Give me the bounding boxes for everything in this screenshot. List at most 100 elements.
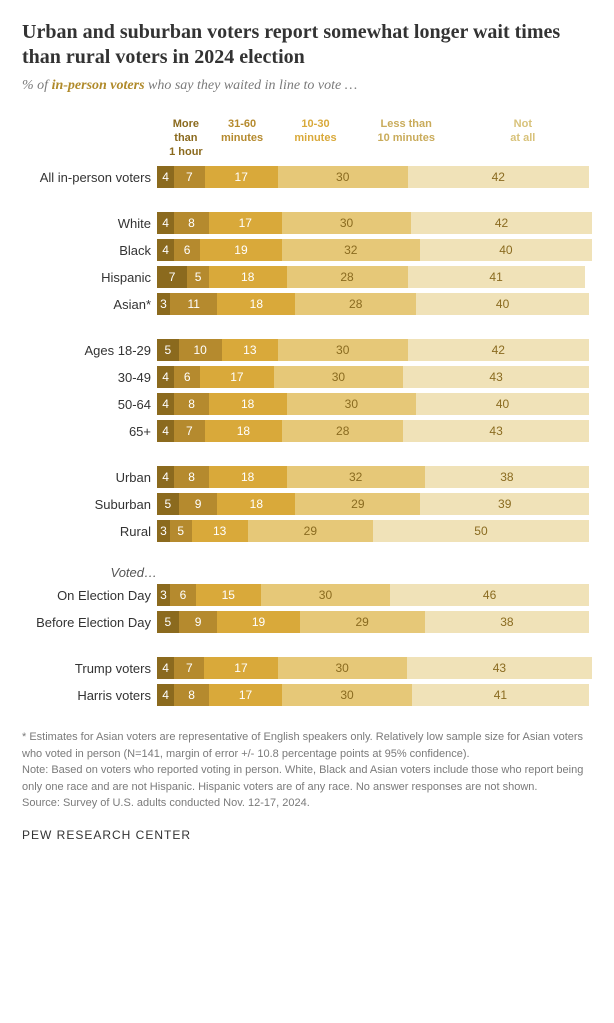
bar-segment: 8 bbox=[174, 684, 209, 706]
stacked-bar: 59192938 bbox=[157, 611, 592, 633]
group-header: Voted… bbox=[22, 565, 157, 580]
bar-segment: 6 bbox=[170, 584, 196, 606]
bar-segment: 41 bbox=[408, 266, 585, 288]
bar-segment: 18 bbox=[217, 293, 295, 315]
bar-segment: 9 bbox=[179, 611, 218, 633]
bar-segment: 5 bbox=[157, 493, 179, 515]
chart-row: Suburban59182939 bbox=[22, 492, 592, 516]
chart-row: Hispanic75182841 bbox=[22, 265, 592, 289]
subtitle-suffix: who say they waited in line to vote … bbox=[145, 78, 358, 93]
bar-segment: 5 bbox=[157, 339, 179, 361]
bar-segment: 7 bbox=[157, 266, 187, 288]
bar-segment: 6 bbox=[174, 239, 200, 261]
stacked-bar: 46173043 bbox=[157, 366, 592, 388]
chart-group: Voted…On Election Day36153046Before Elec… bbox=[22, 565, 592, 634]
bar-segment: 4 bbox=[157, 166, 174, 188]
bar-segment: 17 bbox=[204, 657, 277, 679]
row-label: 30-49 bbox=[22, 370, 157, 385]
row-label: Trump voters bbox=[22, 661, 157, 676]
stacked-bar: 75182841 bbox=[157, 266, 592, 288]
bar-segment: 17 bbox=[209, 684, 282, 706]
legend-item: 31-60 minutes bbox=[212, 118, 272, 159]
bar-segment: 4 bbox=[157, 212, 174, 234]
row-label: All in-person voters bbox=[22, 170, 157, 185]
bar-segment: 29 bbox=[300, 611, 425, 633]
bar-segment: 17 bbox=[205, 166, 278, 188]
row-label: 65+ bbox=[22, 424, 157, 439]
bar-segment: 43 bbox=[403, 420, 589, 442]
bar-segment: 28 bbox=[287, 266, 408, 288]
bar-segment: 41 bbox=[412, 684, 589, 706]
stacked-bar: 48183238 bbox=[157, 466, 592, 488]
bar-segment: 8 bbox=[174, 212, 208, 234]
legend-item: Not at all bbox=[454, 118, 592, 159]
chart-row: On Election Day36153046 bbox=[22, 583, 592, 607]
stacked-bar: 47173043 bbox=[157, 657, 592, 679]
bar-segment: 3 bbox=[157, 293, 170, 315]
chart-row: 65+47182843 bbox=[22, 419, 592, 443]
chart-group: All in-person voters47173042 bbox=[22, 165, 592, 189]
chart-row: Trump voters47173043 bbox=[22, 656, 592, 680]
bar-segment: 30 bbox=[274, 366, 404, 388]
row-label: Ages 18-29 bbox=[22, 343, 157, 358]
bar-segment: 13 bbox=[192, 520, 248, 542]
chart-row: 30-4946173043 bbox=[22, 365, 592, 389]
bar-segment: 4 bbox=[157, 366, 174, 388]
bar-segment: 42 bbox=[408, 166, 589, 188]
stacked-bar: 36153046 bbox=[157, 584, 592, 606]
chart-group: Trump voters47173043Harris voters4817304… bbox=[22, 656, 592, 707]
bar-segment: 30 bbox=[278, 166, 408, 188]
bar-segment: 17 bbox=[200, 366, 273, 388]
footnote-asterisk: * Estimates for Asian voters are represe… bbox=[22, 729, 592, 762]
row-label: Hispanic bbox=[22, 270, 157, 285]
bar-segment: 13 bbox=[222, 339, 278, 361]
bar-segment: 18 bbox=[209, 466, 287, 488]
bar-segment: 30 bbox=[278, 339, 408, 361]
legend-item: More than 1 hour bbox=[160, 118, 212, 159]
bar-segment: 40 bbox=[416, 393, 589, 415]
row-label: Black bbox=[22, 243, 157, 258]
bar-segment: 10 bbox=[179, 339, 222, 361]
bar-segment: 29 bbox=[295, 493, 420, 515]
bar-segment: 30 bbox=[282, 212, 411, 234]
bar-segment: 11 bbox=[170, 293, 218, 315]
legend: More than 1 hour31-60 minutes10-30 minut… bbox=[160, 118, 592, 159]
bar-segment: 7 bbox=[174, 166, 204, 188]
bar-segment: 17 bbox=[209, 212, 282, 234]
bar-segment: 40 bbox=[416, 293, 589, 315]
stacked-bar: 59182939 bbox=[157, 493, 592, 515]
bar-segment: 4 bbox=[157, 684, 174, 706]
bar-segment: 9 bbox=[179, 493, 218, 515]
bar-segment: 42 bbox=[408, 339, 589, 361]
row-label: Rural bbox=[22, 524, 157, 539]
stacked-bar: 311182840 bbox=[157, 293, 592, 315]
chart-row: 50-6448183040 bbox=[22, 392, 592, 416]
stacked-bar-chart: All in-person voters47173042White4817304… bbox=[22, 165, 592, 707]
chart-row: Rural35132950 bbox=[22, 519, 592, 543]
bar-segment: 7 bbox=[174, 657, 204, 679]
attribution: PEW RESEARCH CENTER bbox=[22, 828, 592, 842]
row-label: Urban bbox=[22, 470, 157, 485]
bar-segment: 19 bbox=[217, 611, 299, 633]
chart-row: Before Election Day59192938 bbox=[22, 610, 592, 634]
bar-segment: 8 bbox=[174, 466, 209, 488]
bar-segment: 18 bbox=[217, 493, 295, 515]
bar-segment: 6 bbox=[174, 366, 200, 388]
legend-item: Less than 10 minutes bbox=[359, 118, 454, 159]
footnote-note: Note: Based on voters who reported votin… bbox=[22, 762, 592, 795]
chart-group: Ages 18-2951013304230-494617304350-64481… bbox=[22, 338, 592, 443]
bar-segment: 39 bbox=[420, 493, 588, 515]
bar-segment: 43 bbox=[403, 366, 589, 388]
bar-segment: 30 bbox=[261, 584, 391, 606]
bar-segment: 40 bbox=[420, 239, 592, 261]
bar-segment: 5 bbox=[157, 611, 179, 633]
bar-segment: 5 bbox=[187, 266, 209, 288]
legend-item: 10-30 minutes bbox=[272, 118, 358, 159]
chart-group: White48173042Black46193240Hispanic751828… bbox=[22, 211, 592, 316]
row-label: Suburban bbox=[22, 497, 157, 512]
stacked-bar: 46193240 bbox=[157, 239, 592, 261]
row-label: On Election Day bbox=[22, 588, 157, 603]
bar-segment: 4 bbox=[157, 393, 174, 415]
bar-segment: 46 bbox=[390, 584, 589, 606]
stacked-bar: 47173042 bbox=[157, 166, 592, 188]
